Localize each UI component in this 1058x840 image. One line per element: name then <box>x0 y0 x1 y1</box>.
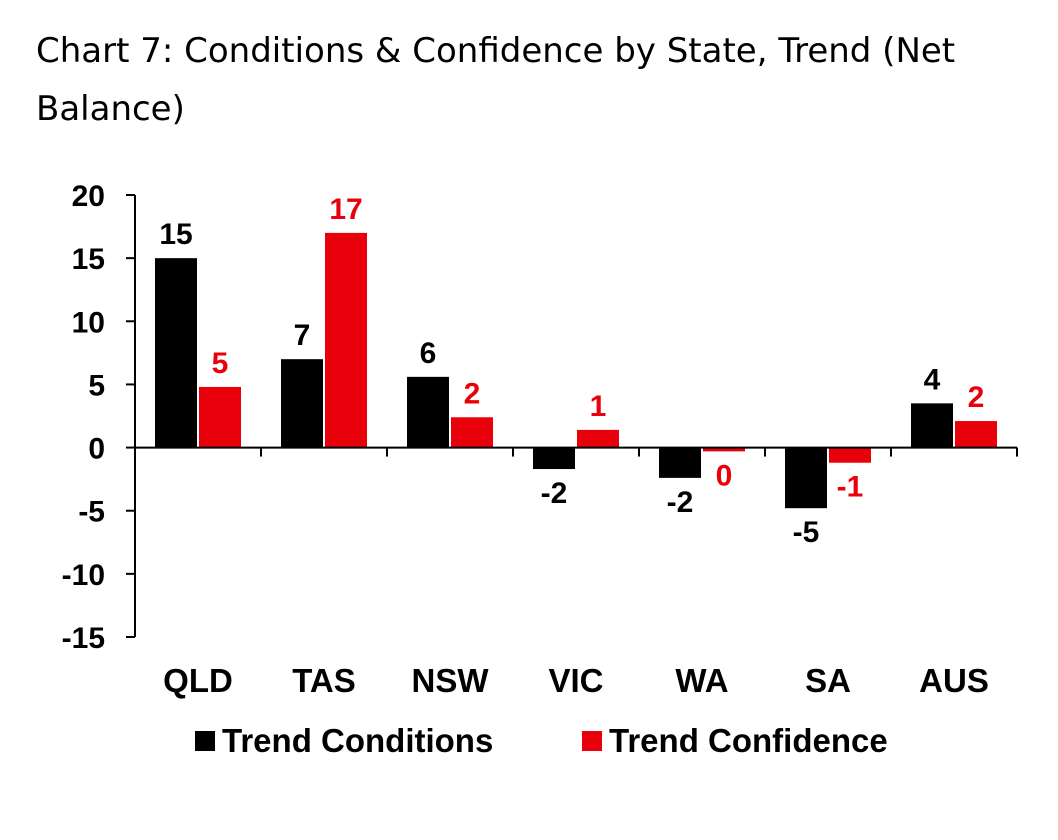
bar-aus-confidence <box>955 421 997 448</box>
legend-swatch-conditions <box>195 731 215 751</box>
bar-wa-confidence <box>703 447 745 452</box>
data-label-qld-conditions: 15 <box>159 218 192 251</box>
bar-sa-conditions <box>785 447 827 509</box>
bar-vic-conditions <box>533 447 575 470</box>
x-tick-label-vic: VIC <box>548 662 603 699</box>
y-tick-label: 15 <box>72 243 105 276</box>
data-label-vic-conditions: -2 <box>541 477 568 510</box>
data-label-aus-conditions: 4 <box>924 363 941 396</box>
x-tick-label-wa: WA <box>675 662 728 699</box>
bar-nsw-conditions <box>407 376 449 448</box>
data-label-wa-conditions: -2 <box>667 486 694 519</box>
chart-title: Chart 7: Conditions & Confidence by Stat… <box>36 31 956 129</box>
bar-qld-confidence <box>199 386 241 448</box>
bar-vic-confidence <box>577 429 619 448</box>
y-tick-label: -15 <box>62 622 105 655</box>
bar-tas-confidence <box>325 232 367 448</box>
y-tick-label: 5 <box>88 369 105 402</box>
data-label-tas-conditions: 7 <box>294 319 311 352</box>
legend: Trend Conditions Trend Confidence <box>195 722 888 759</box>
y-tick-label: 20 <box>72 180 105 213</box>
x-tick-label-aus: AUS <box>919 662 989 699</box>
data-label-sa-conditions: -5 <box>793 516 820 549</box>
bar-tas-conditions <box>281 359 323 448</box>
data-label-nsw-conditions: 6 <box>420 337 437 370</box>
y-tick-label: -10 <box>62 559 105 592</box>
data-label-vic-confidence: 1 <box>590 390 607 423</box>
x-tick-label-nsw: NSW <box>412 662 490 699</box>
y-tick-label: 0 <box>88 433 105 466</box>
legend-label-confidence: Trend Confidence <box>609 722 888 759</box>
bar-wa-conditions <box>659 447 701 478</box>
bar-sa-confidence <box>829 447 871 463</box>
bars-layer <box>155 232 997 509</box>
data-label-wa-confidence: 0 <box>716 459 733 492</box>
bar-aus-conditions <box>911 403 953 448</box>
data-label-sa-confidence: -1 <box>837 471 864 504</box>
data-label-tas-confidence: 17 <box>329 193 362 226</box>
data-label-nsw-confidence: 2 <box>464 377 481 410</box>
data-label-aus-confidence: 2 <box>968 381 985 414</box>
data-label-qld-confidence: 5 <box>212 347 229 380</box>
legend-label-conditions: Trend Conditions <box>222 722 493 759</box>
y-tick-label: 10 <box>72 306 105 339</box>
x-tick-label-qld: QLD <box>163 662 233 699</box>
bar-nsw-confidence <box>451 417 493 448</box>
x-tick-label-sa: SA <box>805 662 851 699</box>
y-tick-label: -5 <box>78 496 105 529</box>
bar-qld-conditions <box>155 258 197 448</box>
legend-swatch-confidence <box>582 731 602 751</box>
x-tick-label-tas: TAS <box>292 662 356 699</box>
